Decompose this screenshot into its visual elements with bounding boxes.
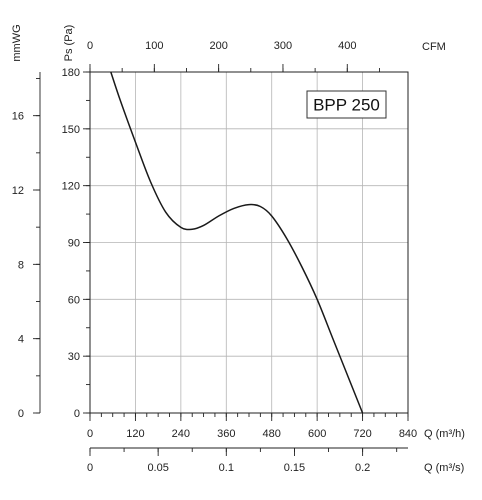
- y-tick-label: 60: [68, 294, 80, 306]
- y-tick-label: 180: [62, 67, 80, 79]
- y2-tick-label: 12: [12, 185, 24, 197]
- y-tick-label: 0: [74, 408, 80, 420]
- x-tick-label: 720: [353, 428, 371, 440]
- bottom-x-tick-label: 0.2: [355, 462, 370, 474]
- x-tick-label: 0: [87, 428, 93, 440]
- top-x-tick-label: 0: [87, 40, 93, 52]
- top-x-tick-label: 200: [209, 40, 227, 52]
- y2-tick-label: 8: [18, 259, 24, 271]
- y-tick-label: 120: [62, 181, 80, 193]
- x-axis-title: Q (m³/h): [424, 428, 465, 440]
- y2-axis-title: mmWG: [11, 24, 23, 61]
- y2-tick-label: 0: [18, 408, 24, 420]
- top-x-axis-title: CFM: [422, 41, 446, 53]
- chart-title: BPP 250: [313, 96, 380, 115]
- y-tick-label: 90: [68, 238, 80, 250]
- title-badge-box: [306, 90, 387, 119]
- x-tick-label: 240: [172, 428, 190, 440]
- x-tick-label: 600: [308, 428, 326, 440]
- title-badge: BPP 250: [306, 90, 387, 119]
- x-tick-label: 120: [126, 428, 144, 440]
- y-tick-label: 150: [62, 124, 80, 136]
- y-axis-title: Ps (Pa): [63, 25, 75, 62]
- performance-curve: [110, 71, 364, 414]
- top-x-tick-label: 100: [145, 40, 163, 52]
- y-tick-label: 30: [68, 351, 80, 363]
- y2-tick-label: 16: [12, 111, 24, 123]
- x-tick-label: 840: [399, 428, 417, 440]
- bottom-x-tick-label: 0.1: [219, 462, 234, 474]
- axes: 0 30 60 90 120 150 180 0 4 8 12 16 0 100 200 300 400 0 120…: [12, 40, 417, 474]
- x-tick-label: 480: [263, 428, 281, 440]
- top-x-tick-label: 400: [338, 40, 356, 52]
- top-x-tick-label: 300: [274, 40, 292, 52]
- bottom-x-axis-title: Q (m³/s): [424, 462, 464, 474]
- grid: [90, 72, 408, 413]
- bottom-x-tick-label: 0.05: [147, 462, 168, 474]
- bottom-x-tick-label: 0: [87, 462, 93, 474]
- series-layer: [110, 71, 364, 414]
- bottom-x-tick-label: 0.15: [284, 462, 305, 474]
- x-tick-label: 360: [217, 428, 235, 440]
- y2-tick-label: 4: [18, 334, 24, 346]
